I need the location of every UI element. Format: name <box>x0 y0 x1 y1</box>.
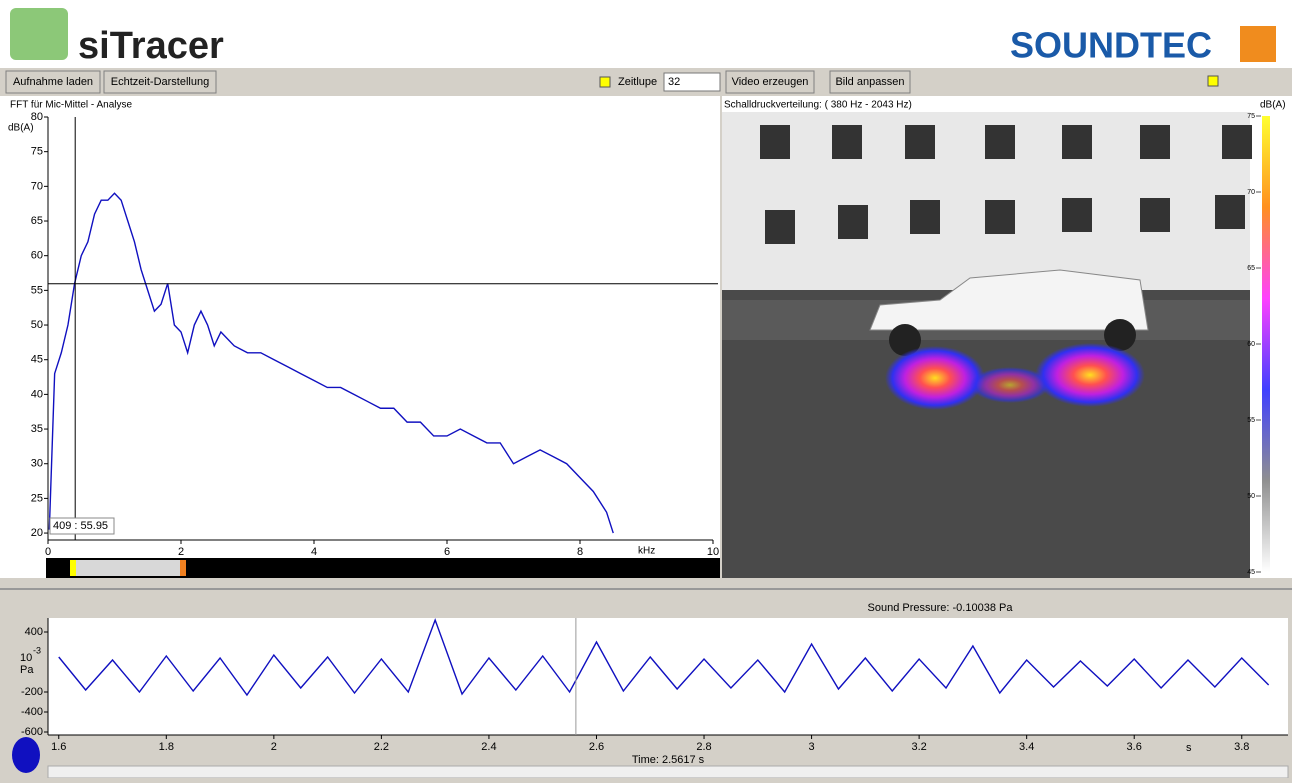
window <box>1140 125 1170 159</box>
x-tick-label: 2.8 <box>696 741 711 753</box>
window <box>760 125 790 159</box>
x-tick-label: 2.6 <box>589 741 604 753</box>
progress-end <box>180 560 186 576</box>
app-name: siTracer <box>78 25 224 67</box>
x-tick-label: 2 <box>178 546 184 558</box>
camera-image <box>722 112 1250 578</box>
colorbar-tick-label: 60 <box>1247 341 1255 348</box>
y-tick-label: 45 <box>31 354 43 366</box>
x-tick-label: 3.8 <box>1234 741 1249 753</box>
image-title: Schalldruckverteilung: ( 380 Hz - 2043 H… <box>724 100 912 111</box>
time-label: Time: 2.5617 s <box>632 754 705 766</box>
x-tick-label: 6 <box>444 546 450 558</box>
logo-icon <box>10 8 68 60</box>
y-tick-label: 75 <box>31 146 43 158</box>
window <box>985 125 1015 159</box>
x-tick-label: 2.2 <box>374 741 389 753</box>
x-tick-label: 3 <box>809 741 815 753</box>
colorbar-label: dB(A) <box>1260 100 1286 111</box>
x-tick-label: 3.4 <box>1019 741 1034 753</box>
fft-panel <box>0 96 720 578</box>
x-tick-label: 8 <box>577 546 583 558</box>
window <box>905 125 935 159</box>
x-tick-label: 3.6 <box>1127 741 1142 753</box>
x-tick-label: 1.6 <box>51 741 66 753</box>
window <box>1062 198 1092 232</box>
y-tick-label: 60 <box>31 250 43 262</box>
wave-icon <box>12 737 40 773</box>
colorbar <box>1262 116 1270 572</box>
chart-title: Sound Pressure: -0.10038 Pa <box>868 602 1014 614</box>
y-tick-label: -200 <box>21 686 43 698</box>
y-tick-label: 30 <box>31 458 43 470</box>
x-tick-label: 1.8 <box>159 741 174 753</box>
separator <box>0 588 1292 590</box>
x-tick-label: 10 <box>707 546 719 558</box>
indicator <box>1208 76 1218 86</box>
y-tick-label: 35 <box>31 423 43 435</box>
app: siTracer SOUNDTEC Zeitlupe 32 dB(A) Scha… <box>0 0 1292 778</box>
x-tick-label: 3.2 <box>911 741 926 753</box>
y-tick-label: 400 <box>25 626 43 638</box>
window <box>765 210 795 244</box>
brand-icon <box>1240 26 1276 62</box>
y-tick-label: -400 <box>21 706 43 718</box>
colorbar-tick-label: 50 <box>1247 493 1255 500</box>
cursor-label: 409 : 55.95 <box>53 520 108 532</box>
colorbar-tick-label: 65 <box>1247 265 1255 272</box>
button-label: Bild anpassen <box>835 76 904 88</box>
window <box>1222 125 1252 159</box>
y-unit-exp: -3 <box>33 645 41 655</box>
progress-start <box>70 560 76 576</box>
y-tick-label: 20 <box>31 527 43 539</box>
screen: siTracer SOUNDTEC Zeitlupe 32 dB(A) Scha… <box>0 0 1292 778</box>
colorbar-tick-label: 70 <box>1247 189 1255 196</box>
x-axis-label: s <box>1186 742 1192 754</box>
y-unit-base: 10 <box>20 652 32 664</box>
checkbox[interactable] <box>600 77 610 87</box>
y-unit: Pa <box>20 664 34 676</box>
window <box>838 205 868 239</box>
y-tick-label: 80 <box>31 111 43 123</box>
y-tick-label: -600 <box>21 726 43 738</box>
x-tick-label: 4 <box>311 546 317 558</box>
y-tick-label: 25 <box>31 492 43 504</box>
button-label: Echtzeit-Darstellung <box>111 76 209 88</box>
y-tick-label: 50 <box>31 319 43 331</box>
colorbar-tick-label: 55 <box>1247 417 1255 424</box>
brand: SOUNDTEC <box>1010 25 1212 66</box>
scrollbar[interactable] <box>48 766 1288 778</box>
x-tick-label: 2 <box>271 741 277 753</box>
window <box>1062 125 1092 159</box>
dropdown-value: 32 <box>668 76 680 88</box>
progress-range <box>70 560 186 576</box>
colorbar-tick-label: 45 <box>1247 569 1255 576</box>
window <box>910 200 940 234</box>
window <box>832 125 862 159</box>
window <box>1215 195 1245 229</box>
checkbox-label: Zeitlupe <box>618 76 657 88</box>
colorbar-tick-label: 75 <box>1247 113 1255 120</box>
window <box>1140 198 1170 232</box>
x-tick-label: 0 <box>45 546 51 558</box>
window <box>985 200 1015 234</box>
button-label: Aufnahme laden <box>13 76 93 88</box>
y-tick-label: 40 <box>31 388 43 400</box>
y-tick-label: 70 <box>31 180 43 192</box>
y-axis-label: dB(A) <box>8 123 34 134</box>
x-tick-label: 2.4 <box>481 741 496 753</box>
y-tick-label: 55 <box>31 284 43 296</box>
x-axis-label: kHz <box>638 546 655 557</box>
chart-title: FFT für Mic-Mittel - Analyse <box>10 100 132 111</box>
y-tick-label: 65 <box>31 215 43 227</box>
button-label: Video erzeugen <box>732 76 809 88</box>
